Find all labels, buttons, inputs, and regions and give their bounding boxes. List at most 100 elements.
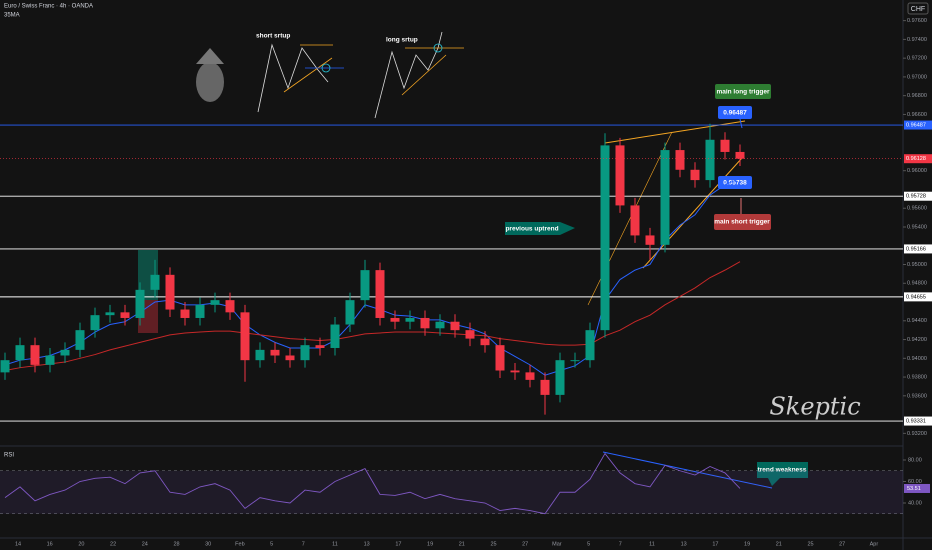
candle-body — [390, 317, 400, 322]
candle-body — [570, 360, 580, 362]
candle-body — [525, 372, 535, 380]
candle-body — [195, 304, 205, 318]
previous-uptrend-callout — [505, 222, 575, 235]
x-tick-label: Mar — [552, 541, 562, 547]
x-tick-label: 21 — [459, 541, 465, 547]
x-tick-label: 17 — [712, 541, 718, 547]
short-trigger-label: main short trigger — [714, 219, 770, 226]
candle-body — [135, 289, 145, 318]
trend-weakness-label: trend weakness — [758, 467, 807, 474]
y-tick-label: 0.94000 — [907, 356, 927, 362]
x-tick-label: 28 — [173, 541, 179, 547]
candle-body — [225, 300, 235, 313]
price-label: 0.96128 — [906, 156, 926, 162]
x-tick-label: 21 — [776, 541, 782, 547]
signature: Skeptic — [769, 393, 860, 421]
rsi-trendline — [602, 451, 773, 489]
candle-body — [120, 312, 130, 318]
candle-body — [315, 345, 325, 348]
candle-body — [210, 300, 220, 305]
candle-body — [90, 315, 100, 331]
candle-body — [630, 205, 640, 236]
candle-body — [375, 270, 385, 318]
x-tick-label: 5 — [587, 541, 590, 547]
x-tick-label: 22 — [110, 541, 116, 547]
candle-body — [285, 355, 295, 361]
currency-box[interactable] — [907, 2, 929, 15]
candle-body — [480, 338, 490, 346]
candle-body — [675, 150, 685, 170]
x-tick-label: 19 — [427, 541, 433, 547]
ma-line — [4, 177, 741, 376]
level-label: 0.95728 — [906, 194, 926, 200]
x-tick-label: 7 — [619, 541, 622, 547]
level-label: 0.94655 — [906, 294, 926, 300]
y-tick-label: 0.94400 — [907, 318, 927, 324]
y-tick-label: 0.96000 — [907, 168, 927, 174]
candle-body — [255, 349, 265, 361]
long-trigger-label: main long trigger — [716, 89, 770, 96]
y-tick-label: 0.97400 — [907, 37, 927, 43]
x-tick-label: 17 — [395, 541, 401, 547]
rsi-tick-label: 80.00 — [908, 457, 922, 463]
previous-uptrend-label: previous uptrend — [505, 226, 558, 233]
y-tick-label: 0.94200 — [907, 337, 927, 343]
candle-body — [60, 349, 70, 356]
x-tick-label: 13 — [681, 541, 687, 547]
short-trigger-callout — [714, 176, 771, 230]
candle-body — [30, 345, 40, 365]
candle-body — [735, 151, 745, 159]
y-tick-label: 0.93600 — [907, 393, 927, 399]
candle-body — [510, 370, 520, 373]
candle-body — [615, 145, 625, 206]
ma-line — [4, 261, 741, 371]
chart-title: Euro / Swiss Franc · 4h · OANDA — [4, 4, 93, 10]
candle-body — [180, 309, 190, 318]
y-tick-label: 0.97000 — [907, 74, 927, 80]
short-setup-sketch — [257, 43, 344, 113]
x-tick-label: 7 — [302, 541, 305, 547]
candle-body — [705, 139, 715, 181]
x-tick-label: 27 — [522, 541, 528, 547]
rsi-tick-label: 60.00 — [908, 479, 922, 485]
avatar — [196, 48, 224, 102]
x-tick-label: 30 — [205, 541, 211, 547]
level-label: 0.95166 — [906, 246, 926, 252]
long-trigger-price: 0.96487 — [723, 110, 747, 117]
candle-body — [150, 274, 160, 290]
y-tick-label: 0.97600 — [907, 18, 927, 24]
candle-body — [360, 270, 370, 301]
candle-body — [15, 345, 25, 361]
x-tick-label: Feb — [235, 541, 244, 547]
rsi-band — [0, 470, 903, 514]
x-tick-label: 25 — [490, 541, 496, 547]
currency[interactable]: CHF — [911, 6, 925, 13]
candle-body — [75, 330, 85, 350]
short-trigger-price: 0.95738 — [723, 180, 747, 187]
y-tick-label: 0.93800 — [907, 375, 927, 381]
level-label: 0.93331 — [906, 419, 926, 425]
candle-body — [540, 379, 550, 395]
x-tick-label: Apr — [870, 541, 879, 547]
y-tick-label: 0.97200 — [907, 56, 927, 62]
rsi-tag — [904, 483, 930, 493]
candle-body — [720, 139, 730, 152]
y-tick-label: 0.96600 — [907, 112, 927, 118]
x-tick-label: 19 — [744, 541, 750, 547]
candle-body — [405, 317, 415, 322]
candle-body — [0, 360, 10, 373]
candle-body — [600, 145, 610, 331]
x-tick-label: 11 — [649, 541, 655, 547]
candle-body — [270, 349, 280, 356]
x-tick-label: 11 — [332, 541, 338, 547]
candle-body — [300, 345, 310, 361]
x-tick-label: 25 — [807, 541, 813, 547]
long-setup-label: long srtup — [386, 37, 418, 44]
candle-body — [45, 355, 55, 365]
chart-subtitle: 35MA — [4, 13, 20, 19]
long-setup-sketch — [374, 31, 464, 119]
rsi-tick-label: 40.00 — [908, 500, 922, 506]
candle-body — [420, 317, 430, 329]
long-trigger-callout — [715, 84, 771, 129]
